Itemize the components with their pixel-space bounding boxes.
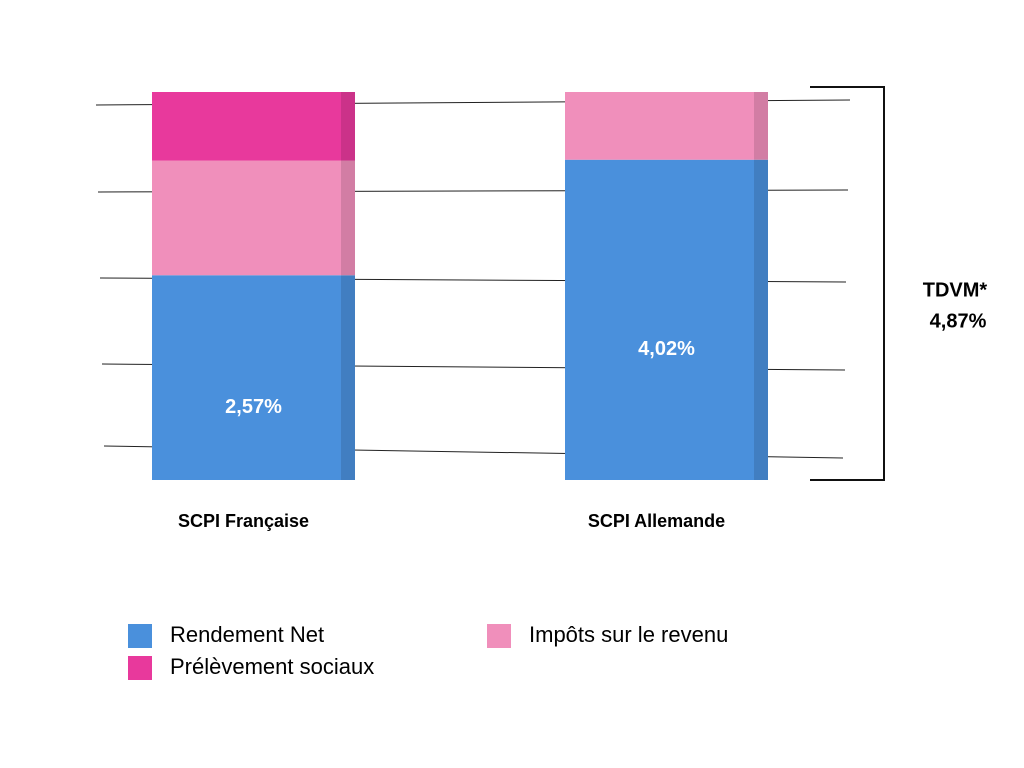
data-label: 2,57% [225,396,282,418]
bar-side [754,92,768,160]
legend-swatch [128,656,152,680]
legend-swatch [128,624,152,648]
bar-segment [565,159,768,480]
bar-side [341,275,355,480]
legend-label: Impôts sur le revenu [529,622,728,647]
x-tick-label: SCPI Française [178,511,309,531]
legend-label: Rendement Net [170,622,324,647]
data-label: 4,02% [638,338,695,360]
x-tick-label: SCPI Allemande [588,511,725,531]
bracket [810,86,885,481]
legend-swatch [487,624,511,648]
bar-side [754,159,768,480]
bar-segment [152,160,355,276]
annotation: TDVM* [923,279,988,301]
legend-label: Prélèvement sociaux [170,654,374,679]
annotation: 4,87% [930,310,987,332]
bar-segment [565,92,768,160]
bar-side [341,92,355,161]
bar-side [341,160,355,276]
bar-segment [152,275,355,480]
bar-segment [152,92,355,161]
